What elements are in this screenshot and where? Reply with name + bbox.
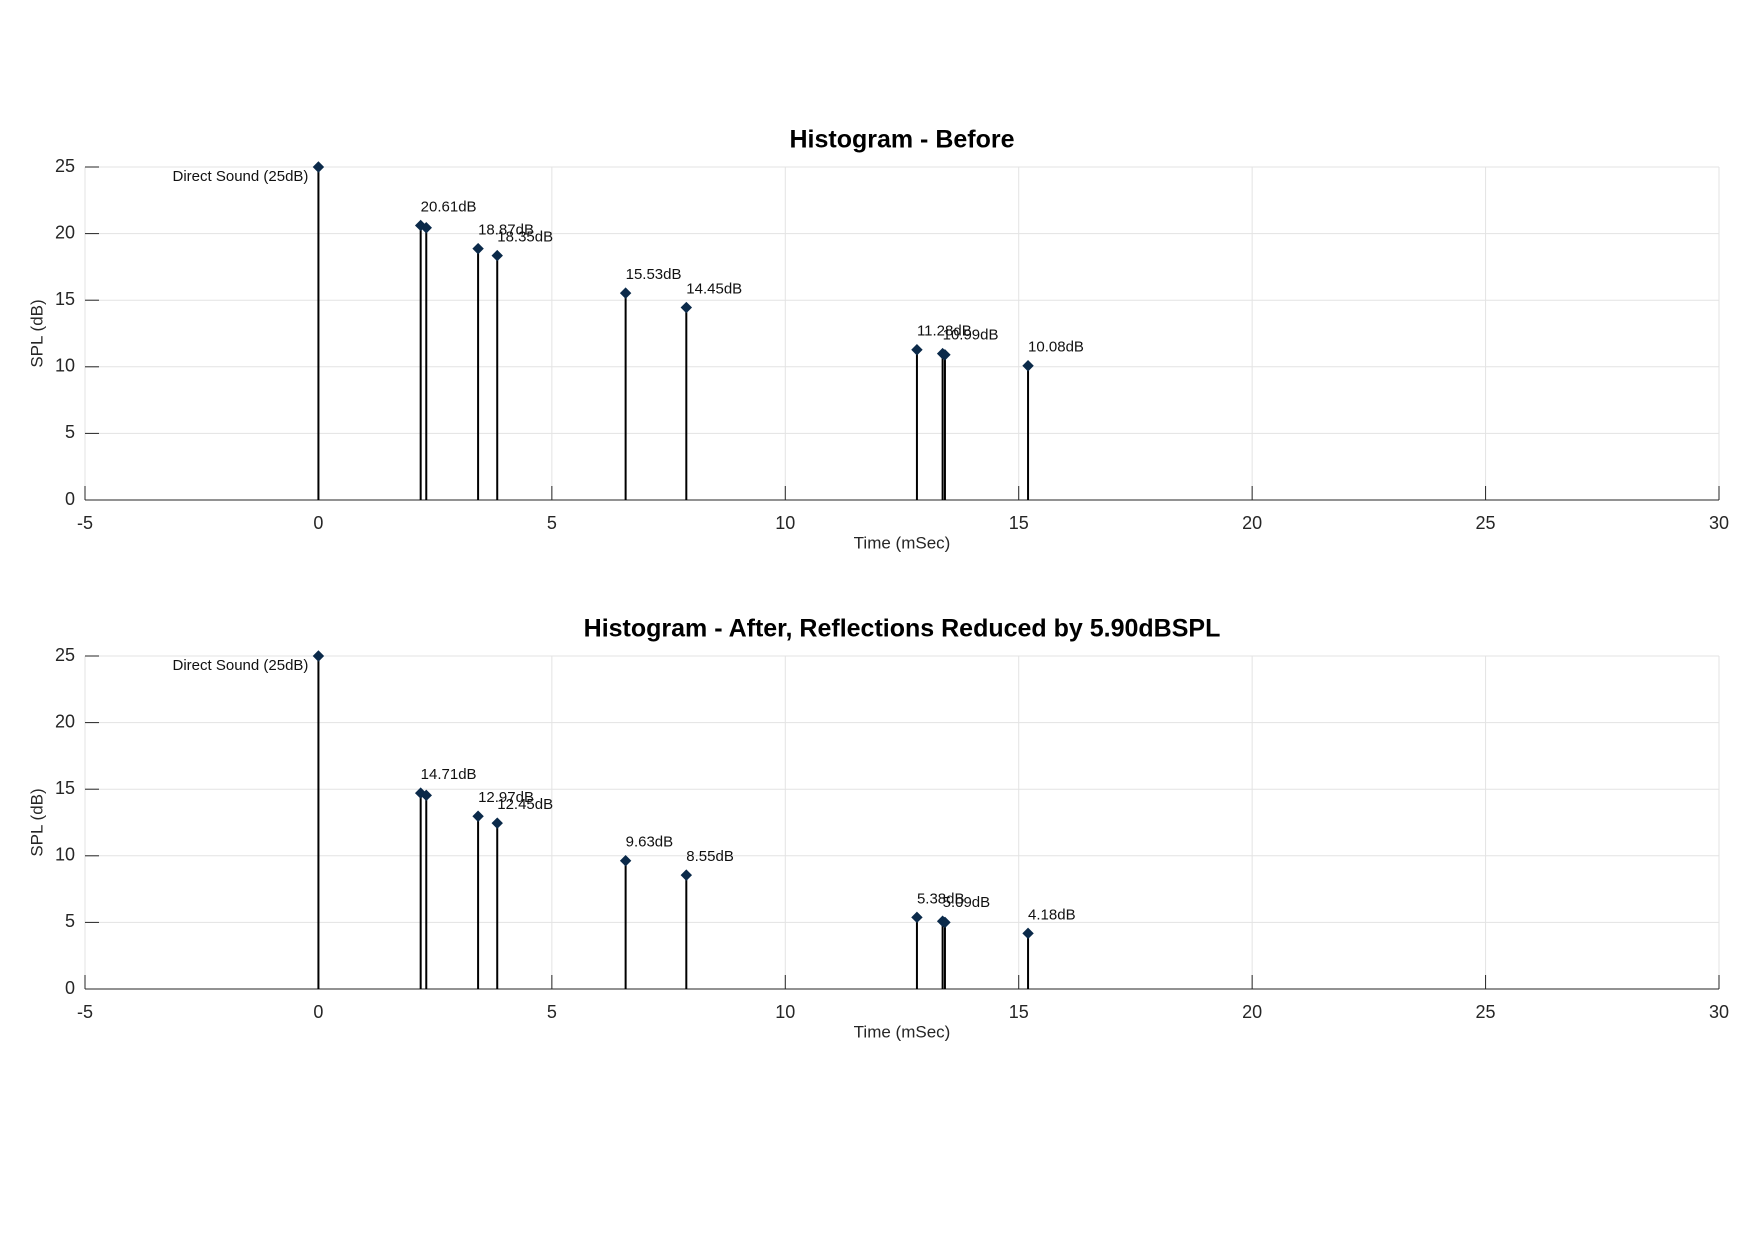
data-label: 10.99dB [943,327,999,344]
y-tick-label: 0 [65,489,75,509]
chart-title: Histogram - Before [789,126,1014,154]
y-tick-label: 25 [55,645,75,665]
stem-marker [420,222,432,234]
stem-marker [911,911,923,924]
chart: Histogram - Before-5 0 5 10 15 20 25 3005101520… [27,126,1729,553]
y-tick-label: 20 [55,222,75,242]
x-tick-label: 25 [1476,1002,1496,1022]
x-tick-label: 0 [313,1002,323,1022]
y-tick-label: 25 [55,156,75,176]
y-tick-label: 5 [65,422,75,442]
y-tick-label: 15 [55,778,75,798]
x-tick-label: -5 [77,1002,93,1022]
data-label: 14.45dB [686,280,742,297]
y-tick-label: 5 [65,911,75,931]
x-tick-label: 10 [775,513,795,533]
x-tick-label: 30 [1709,1002,1729,1022]
x-tick-label: 20 [1242,513,1262,533]
x-tick-label: 15 [1009,1002,1029,1022]
x-tick-label: 10 [775,1002,795,1022]
data-label: 4.18dB [1028,906,1076,923]
data-label: 14.71dB [421,766,477,783]
stem-marker [312,650,325,662]
data-label: 5.38dB [917,890,965,907]
stem-marker [491,249,503,262]
data-label: 5.09dB [943,894,991,911]
chart: Histogram - After, Reflections Reduced b… [27,615,1729,1042]
x-tick-label: 0 [313,513,323,533]
data-label: Direct Sound (25dB) [173,657,309,674]
y-tick-label: 10 [55,356,75,376]
y-tick-label: 15 [55,289,75,309]
stem-marker [312,161,325,173]
stem-marker [680,301,693,314]
y-tick-label: 20 [55,711,75,731]
data-label: 18.87dB [478,222,534,239]
stem-marker [420,789,432,802]
x-tick-label: -5 [77,513,93,533]
x-tick-label: 20 [1242,1002,1262,1022]
data-label: 20.61dB [421,198,477,215]
stem-marker [911,344,923,356]
x-axis-label: Time (mSec) [854,1022,951,1041]
stem-marker [939,349,951,361]
x-tick-label: 15 [1009,513,1029,533]
x-axis-label: Time (mSec) [854,533,951,552]
data-label: 12.45dB [497,796,553,813]
stem-marker [472,242,484,255]
data-label: Direct Sound (25dB) [173,168,309,185]
stem-marker [491,817,503,829]
stem-marker [619,287,632,299]
stem-marker [619,855,632,867]
data-label: 18.35dB [497,229,553,246]
data-label: 12.97dB [478,789,534,806]
x-tick-label: 5 [547,513,557,533]
y-axis-label: SPL (dB) [27,788,46,856]
x-tick-label: 30 [1709,513,1729,533]
x-tick-label: 5 [547,1002,557,1022]
x-tick-label: 25 [1476,513,1496,533]
data-label: 9.63dB [626,834,674,851]
stem-marker [680,869,693,881]
y-tick-label: 10 [55,845,75,865]
chart-title: Histogram - After, Reflections Reduced b… [584,615,1221,643]
stem-marker [1022,927,1034,940]
stem-marker [472,810,484,822]
stem-marker [939,916,951,929]
data-label: 8.55dB [686,848,734,865]
stem-marker [1022,360,1034,372]
data-label: 11.28dB [917,323,972,340]
y-axis-label: SPL (dB) [27,299,46,367]
y-tick-label: 0 [65,978,75,998]
data-label: 10.08dB [1028,339,1084,356]
data-label: 15.53dB [626,266,682,283]
